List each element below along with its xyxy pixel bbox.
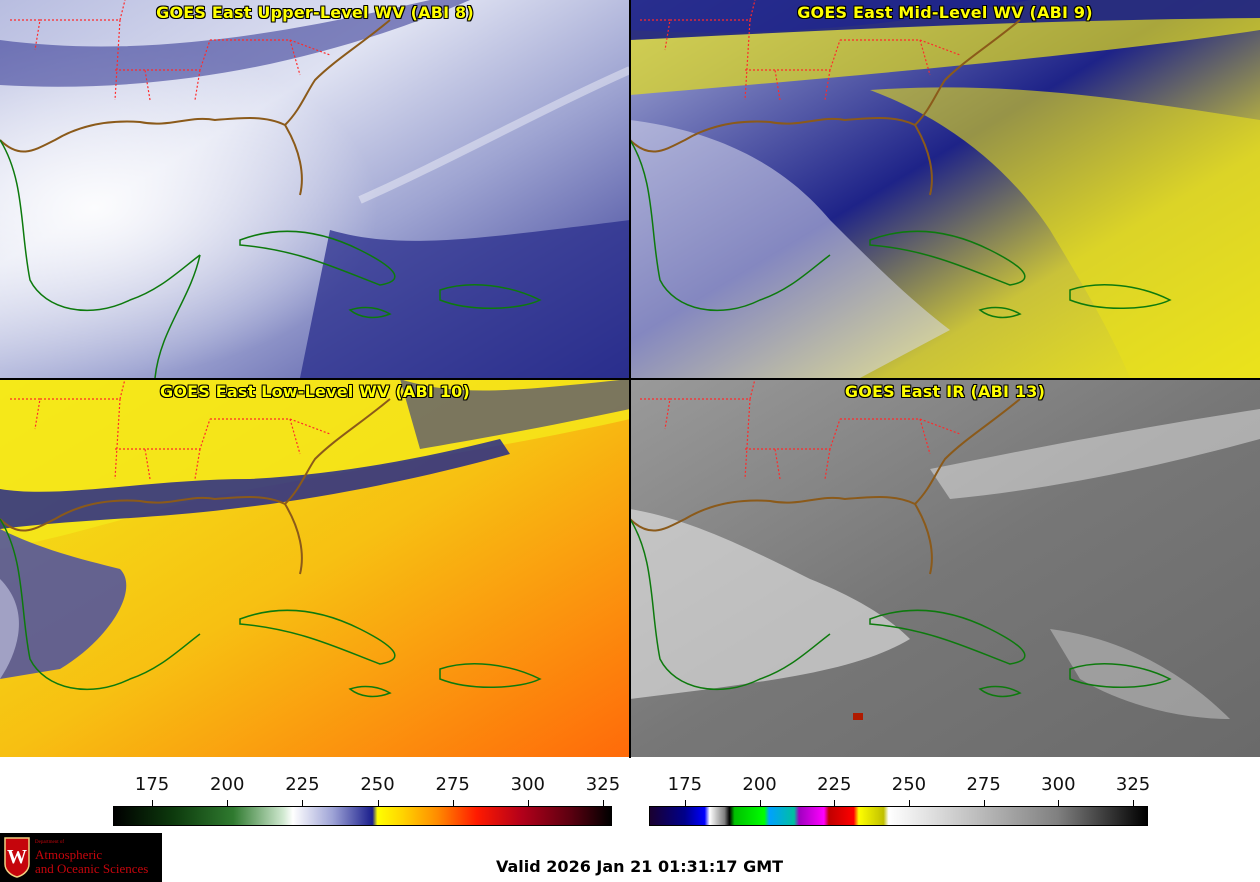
wv_scale-tick-label: 225	[285, 774, 320, 795]
ir_scale-tick-label: 175	[667, 774, 703, 795]
panel-upper-level-wv: GOES East Upper-Level WV (ABI 8)	[0, 0, 630, 378]
ir_scale-tick-mark	[983, 800, 985, 806]
mid-level-wv-image	[630, 0, 1260, 378]
wv_scale-tick-label: 325	[585, 774, 621, 795]
ir_scale-tick-mark	[1058, 800, 1060, 806]
panel-mid-level-wv: GOES East Mid-Level WV (ABI 9)	[630, 0, 1260, 378]
valid-time: Valid 2026 Jan 21 01:31:17 GMT	[496, 857, 784, 876]
wv_scale-tick-label: 175	[134, 774, 170, 795]
wv_scale-tick-label: 250	[360, 774, 395, 795]
wv_scale-tick-mark	[152, 800, 154, 806]
wv-color-scale: 175 200 225 250 275 300 325	[113, 770, 620, 826]
ir_scale-tick-mark	[684, 800, 686, 806]
uw-seal-icon: W	[4, 837, 30, 878]
panel-ir: GOES East IR (ABI 13)	[630, 379, 1260, 757]
wv_scale-tick-mark	[527, 800, 529, 806]
ir-scale-ticks: 175 200 225 250 275 300 325	[649, 770, 1151, 806]
logo-dept: Department of	[35, 840, 65, 845]
ir_scale-tick-label: 225	[817, 774, 852, 795]
logo-line-2: and Oceanic Sciences	[35, 861, 149, 876]
wv_scale-tick-mark	[302, 800, 304, 806]
panel-title-mid-level: GOES East Mid-Level WV (ABI 9)	[797, 3, 1093, 22]
ir_scale-tick-label: 300	[1041, 774, 1076, 795]
ir_scale-tick-mark	[759, 800, 761, 806]
ir-colorbar	[649, 806, 1148, 826]
ir_scale-tick-label: 325	[1115, 774, 1151, 795]
wv_scale-tick-label: 300	[510, 774, 546, 795]
panel-divider-horizontal	[0, 378, 1260, 380]
ir-image	[630, 379, 1260, 757]
upper-level-wv-image	[0, 0, 630, 378]
ir-color-scale: 175 200 225 250 275 300 325	[649, 770, 1151, 826]
ir_scale-tick-label: 250	[891, 774, 927, 795]
panel-low-level-wv: GOES East Low-Level WV (ABI 10)	[0, 379, 630, 757]
wv_scale-tick-mark	[452, 800, 454, 806]
seal-letter: W	[7, 846, 27, 868]
ir_scale-tick-mark	[908, 800, 910, 806]
wv-colorbar	[113, 806, 612, 826]
wv_scale-tick-label: 275	[435, 774, 470, 795]
ir_scale-tick-mark	[834, 800, 836, 806]
wv_scale-tick-mark	[227, 800, 229, 806]
panel-title-upper-level: GOES East Upper-Level WV (ABI 8)	[156, 3, 474, 22]
ir_scale-tick-label: 200	[742, 774, 777, 795]
wv_scale-tick-mark	[602, 800, 604, 806]
low-level-wv-image	[0, 379, 630, 757]
panel-title-low-level: GOES East Low-Level WV (ABI 10)	[159, 382, 470, 401]
aos-logo: W Department of Atmospheric and Oceanic …	[0, 833, 162, 882]
wv-scale-ticks: 175 200 225 250 275 300 325	[113, 770, 620, 806]
wv_scale-tick-mark	[377, 800, 379, 806]
panel-title-ir: GOES East IR (ABI 13)	[844, 382, 1046, 401]
logo-line-1: Atmospheric	[35, 847, 103, 862]
ir_scale-tick-mark	[1133, 800, 1135, 806]
wv_scale-tick-label: 200	[210, 774, 245, 795]
ir_scale-tick-label: 275	[966, 774, 1001, 795]
